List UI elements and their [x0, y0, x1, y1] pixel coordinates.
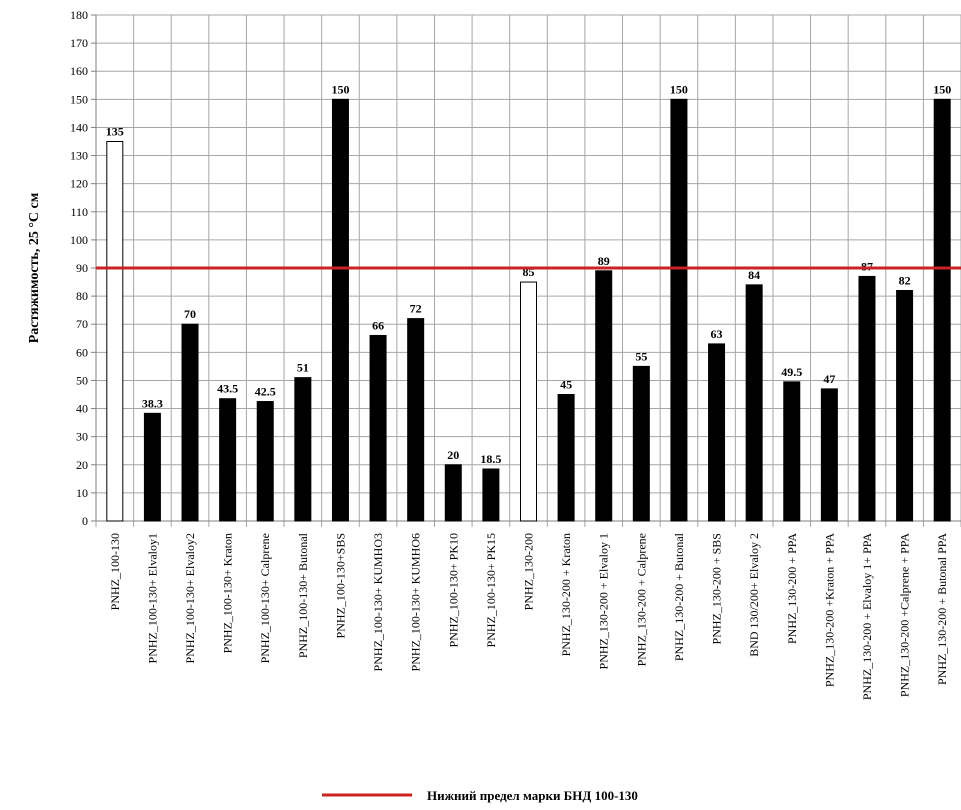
y-tick-label: 130: [70, 149, 88, 163]
data-label: 43.5: [217, 382, 238, 396]
category-label: PNHZ_130-200 + Elvaloy 1+ PPA: [860, 533, 874, 700]
y-tick-label: 120: [70, 177, 88, 191]
bar: [369, 334, 387, 522]
bar: [557, 394, 575, 522]
y-tick-label: 110: [70, 205, 88, 219]
bar: [708, 343, 726, 522]
bar: [294, 377, 312, 522]
data-label: 150: [933, 82, 951, 96]
data-label: 49.5: [781, 365, 802, 379]
y-tick-label: 90: [76, 261, 88, 275]
y-tick-label: 50: [76, 373, 88, 387]
data-label: 150: [331, 82, 349, 96]
y-tick-label: 20: [76, 458, 88, 472]
bar: [595, 270, 613, 522]
category-label: PNHZ_130-200 + Elvaloy 1: [597, 533, 611, 669]
data-label: 87: [861, 259, 873, 273]
bar: [820, 388, 838, 522]
data-label: 150: [670, 82, 688, 96]
bar: [482, 468, 500, 522]
category-label: PNHZ_130-200 +Calprene + PPA: [898, 533, 912, 697]
category-label: PNHZ_130-200: [522, 533, 536, 610]
data-label: 72: [410, 302, 422, 316]
category-label: PNHZ_100-130+ Calprene: [258, 533, 272, 663]
bar: [858, 275, 876, 522]
data-label: 18.5: [480, 452, 501, 466]
y-tick-label: 30: [76, 430, 88, 444]
category-label: PNHZ_100-130+SBS: [333, 533, 347, 638]
data-label: 38.3: [142, 396, 163, 410]
category-label: PNHZ_100-130+ PK10: [446, 533, 460, 647]
y-tick-label: 10: [76, 486, 88, 500]
data-label: 66: [372, 318, 384, 332]
data-label: 82: [899, 273, 911, 287]
category-label: PNHZ_100-130: [108, 533, 122, 610]
category-label: PNHZ_130-200 + SBS: [710, 533, 724, 644]
y-tick-label: 150: [70, 92, 88, 106]
data-label: 135: [106, 125, 124, 139]
category-label: PNHZ_100-130+ Kraton: [221, 533, 235, 653]
data-label: 84: [748, 268, 760, 282]
category-label: PNHZ_130-200 + PPA: [785, 533, 799, 644]
category-label: BND 130/200+ Elvaloy 2: [747, 533, 761, 657]
category-label: PNHZ_130-200 +Kraton + PPA: [822, 533, 836, 687]
bar: [331, 98, 349, 522]
y-tick-label: 40: [76, 402, 88, 416]
data-label: 47: [823, 372, 835, 386]
y-tick-label: 170: [70, 36, 88, 50]
bar: [444, 464, 462, 522]
y-axis-title: Растяжимость, 25 °С см: [27, 192, 42, 343]
category-label: PNHZ_100-130+ Elvaloy2: [183, 533, 197, 663]
data-label: 55: [635, 349, 647, 363]
y-tick-label: 100: [70, 233, 88, 247]
y-tick-label: 160: [70, 64, 88, 78]
category-label: PNHZ_130-200 + Kraton: [559, 533, 573, 656]
bar: [670, 98, 688, 522]
data-label: 20: [447, 448, 459, 462]
category-label: PNHZ_130-200 + Butonal: [672, 532, 686, 661]
bar: [896, 289, 914, 522]
bar: [933, 98, 951, 522]
legend-label: Нижний предел марки БНД 100-130: [427, 788, 638, 803]
bar: [143, 412, 161, 522]
category-label: PNHZ_130-200 + Calprene: [634, 533, 648, 666]
y-tick-label: 60: [76, 345, 88, 359]
category-label: PNHZ_100-130+ Butonal: [296, 532, 310, 658]
y-tick-label: 0: [82, 514, 88, 528]
bar: [745, 284, 763, 522]
bar: [106, 141, 124, 522]
data-label: 42.5: [255, 385, 276, 399]
category-label: PNHZ_100-130+ KUMHO6: [409, 533, 423, 671]
data-label: 63: [711, 327, 723, 341]
y-tick-label: 70: [76, 317, 88, 331]
bar: [520, 281, 537, 522]
category-label: PNHZ_100-130+ PK15: [484, 533, 498, 647]
bar: [407, 318, 425, 522]
data-label: 70: [184, 307, 196, 321]
bar: [181, 323, 199, 522]
bar: [783, 381, 801, 522]
y-tick-label: 180: [70, 8, 88, 22]
y-tick-label: 80: [76, 289, 88, 303]
data-label: 51: [297, 361, 309, 375]
bar: [256, 401, 274, 522]
bar: [632, 365, 650, 522]
data-label: 89: [598, 254, 610, 268]
bar: [219, 398, 237, 522]
category-label: PNHZ_130-200 + Butonal PPA: [935, 533, 949, 685]
category-label: PNHZ_100-130+ Elvaloy1: [145, 533, 159, 663]
data-label: 45: [560, 378, 572, 392]
category-label: PNHZ_100-130+ KUMHO3: [371, 533, 385, 671]
y-tick-label: 140: [70, 120, 88, 134]
